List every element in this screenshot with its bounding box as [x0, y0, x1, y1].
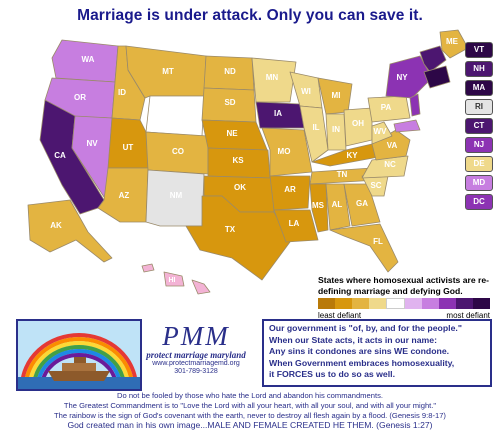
- gov-line: Any sins it condones are sins WE condone…: [269, 346, 450, 357]
- state-nm: [145, 169, 205, 227]
- state-label-nc: NC: [384, 160, 396, 169]
- gov-line: When our State acts, it acts in our name…: [269, 334, 437, 345]
- state-label-hi: HI: [169, 277, 176, 284]
- state-label-in: IN: [332, 125, 340, 134]
- state-fl: [329, 223, 399, 273]
- state-vtne: [419, 45, 447, 73]
- gov-line: Our government is "of, by, and for the p…: [269, 323, 462, 333]
- scale-most-label: most defiant: [446, 311, 490, 320]
- state-label-az: AZ: [119, 191, 130, 200]
- legend-key-de: DE: [465, 156, 493, 172]
- state-mn: [251, 57, 297, 103]
- state-me: [439, 29, 469, 59]
- state-label-me: ME: [446, 37, 459, 46]
- legend-key-ri: RI: [465, 99, 493, 115]
- state-label-la: LA: [289, 219, 300, 228]
- state-label-il: IL: [312, 123, 319, 132]
- legend-key-vt: VT: [465, 42, 493, 58]
- gov-line: When Government embraces homosexuality,: [269, 357, 455, 368]
- scale-least-label: least defiant: [318, 311, 362, 320]
- state-nest: [423, 65, 451, 89]
- legend-key-md: MD: [465, 175, 493, 191]
- state-label-nv: NV: [86, 139, 98, 148]
- pmm-org-name: protect marriage maryland: [146, 350, 246, 360]
- state-ny: [385, 55, 433, 99]
- state-il: [299, 105, 329, 163]
- state-label-al: AL: [332, 200, 343, 209]
- legend-key-nj: NJ: [465, 137, 493, 153]
- state-label-wy: WY: [170, 109, 184, 118]
- legend-caption: States where homosexual activists are re…: [318, 275, 489, 296]
- state-label-tx: TX: [225, 225, 236, 234]
- state-label-wa: WA: [82, 55, 95, 64]
- state-label-va: VA: [387, 141, 398, 150]
- state-label-mt: MT: [162, 67, 174, 76]
- legend-keys: VT NH MA RI CT NJ DE MD DC: [465, 42, 493, 213]
- state-label-ok: OK: [234, 183, 246, 192]
- state-label-ar: AR: [284, 185, 296, 194]
- state-label-mn: MN: [266, 73, 279, 82]
- pmm-url[interactable]: www.protectmarriagemd.org: [152, 360, 240, 367]
- state-label-ak: AK: [50, 221, 62, 230]
- state-label-ky: KY: [346, 151, 358, 160]
- bottom-line-2: The Greatest Commandment is to "Love the…: [63, 401, 437, 410]
- state-label-sc: SC: [370, 181, 381, 190]
- state-label-tn: TN: [337, 170, 348, 179]
- state-label-ny: NY: [396, 73, 408, 82]
- rainbow-ark-logo: [16, 319, 142, 391]
- bottom-line-1: Do not be fooled by those who hate the L…: [117, 391, 383, 400]
- state-label-ia: IA: [274, 109, 282, 118]
- state-label-ca: CA: [54, 151, 66, 160]
- legend-key-nh: NH: [465, 61, 493, 77]
- state-la: [273, 209, 319, 243]
- us-map: WA OR CA NV ID MT WY UT AZ CO NM ND SD NE KS OK TX MN IA MO…: [27, 29, 469, 295]
- state-mo: [261, 127, 313, 177]
- state-label-ms: MS: [312, 201, 325, 210]
- defiance-scale: [318, 298, 490, 309]
- page-title: Marriage is under attack. Only you can s…: [77, 7, 423, 24]
- pmm-logo: PMM protect marriage maryland www.protec…: [140, 322, 252, 376]
- state-label-ks: KS: [232, 156, 244, 165]
- rainbow-icon: [18, 321, 140, 389]
- state-label-nm: NM: [170, 191, 183, 200]
- state-tx: [185, 195, 291, 281]
- state-hi: [163, 271, 185, 287]
- pmm-phone: 301-789-3128: [174, 368, 218, 375]
- state-label-ga: GA: [356, 199, 368, 208]
- state-label-mo: MO: [278, 147, 291, 156]
- state-hi: [141, 263, 155, 273]
- gov-line: it FORCES us to do so as well.: [269, 369, 395, 380]
- state-label-or: OR: [74, 93, 86, 102]
- state-ar: [269, 175, 311, 211]
- legend-key-ma: MA: [465, 80, 493, 96]
- state-md: [393, 119, 421, 133]
- state-label-mi: MI: [332, 91, 341, 100]
- state-label-ut: UT: [123, 143, 134, 152]
- state-hi: [191, 279, 211, 295]
- state-label-co: CO: [172, 147, 184, 156]
- state-label-pa: PA: [381, 103, 392, 112]
- state-label-fl: FL: [373, 237, 383, 246]
- state-label-nd: ND: [224, 67, 236, 76]
- state-al: [325, 183, 351, 231]
- state-ms: [309, 183, 329, 233]
- state-label-oh: OH: [352, 119, 364, 128]
- state-label-ne: NE: [226, 129, 238, 138]
- government-message-box: Our government is "of, by, and for the p…: [262, 319, 492, 387]
- state-label-wv: WV: [374, 127, 388, 136]
- legend-key-dc: DC: [465, 194, 493, 210]
- state-ak: [27, 199, 113, 263]
- legend-key-ct: CT: [465, 118, 493, 134]
- pmm-abbr: PMM: [162, 321, 230, 351]
- state-label-sd: SD: [224, 98, 235, 107]
- state-label-wi: WI: [301, 87, 311, 96]
- bottom-line-3: The rainbow is the sign of God's covenan…: [54, 411, 446, 420]
- state-nj: [409, 93, 421, 117]
- state-wv: [371, 121, 393, 145]
- state-label-id: ID: [118, 88, 126, 97]
- bottom-line-4: God created man in his own image...MALE …: [67, 420, 433, 430]
- state-va: [371, 129, 411, 161]
